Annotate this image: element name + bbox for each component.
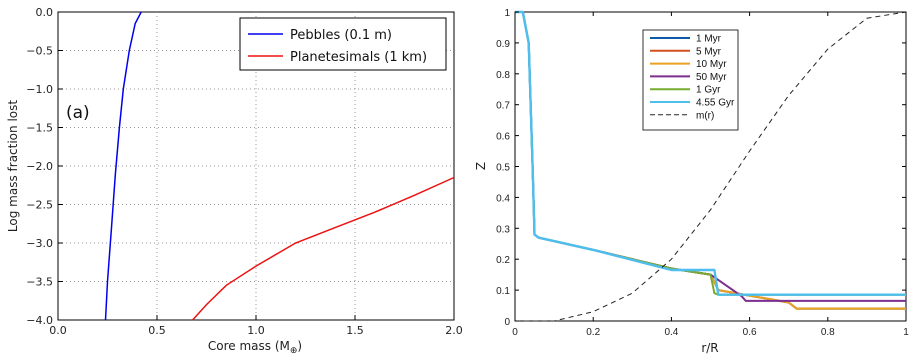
y-axis-label-b: Z <box>474 162 488 170</box>
x-tick-label-a: 0.0 <box>49 324 67 337</box>
legend-label-pebbles: Pebbles (0.1 m) <box>290 28 392 43</box>
y-tick-label-a: −1.5 <box>26 122 53 135</box>
x-tick-label-b: 0 <box>512 327 518 338</box>
y-tick-label-a: −2.5 <box>26 199 53 212</box>
legend-label-b: m(r) <box>696 110 714 121</box>
x-tick-label-b: 1 <box>903 327 909 338</box>
y-tick-label-b: 1 <box>504 8 510 19</box>
y-tick-label-b: 0.5 <box>496 163 510 174</box>
y-tick-label-b: 0.3 <box>496 224 510 235</box>
x-tick-label-b: 0.8 <box>821 327 835 338</box>
y-tick-label-a: −1.0 <box>26 83 53 96</box>
y-tick-label-a: −2.0 <box>26 160 53 173</box>
y-tick-label-a: −0.5 <box>26 45 53 58</box>
y-tick-label-a: −4.0 <box>26 314 53 327</box>
panel-label: (a) <box>66 103 90 123</box>
series-line-planetesimals <box>192 176 455 321</box>
y-tick-label-b: 0.8 <box>496 70 510 81</box>
x-tick-label-a: 0.5 <box>148 324 166 337</box>
series-line-pebbles <box>104 11 142 321</box>
y-tick-label-a: −3.5 <box>26 276 53 289</box>
series-line-m-r <box>515 11 907 322</box>
y-tick-label-b: 0.7 <box>496 101 510 112</box>
legend-label-b: 1 Gyr <box>696 85 721 96</box>
x-axis-label-b: r/R <box>701 341 718 355</box>
legend-label-b: 1 Myr <box>696 34 722 45</box>
legend-box-b <box>642 29 739 131</box>
chart-a: 0.0 0.5 1.0 1.5 2.0 0.0 −0.5 −1.0 −1.5 −2.0 −2.5 −3… <box>6 6 463 356</box>
y-tick-label-b: 0.2 <box>496 255 510 266</box>
legend-label-b: 4.55 Gyr <box>696 98 735 109</box>
legend-label-b: 50 Myr <box>696 72 727 83</box>
y-tick-label-b: 0.6 <box>496 132 510 143</box>
x-axis-label-a: Core mass (M⊕) <box>208 339 302 356</box>
legend-label-b: 5 Myr <box>696 46 722 57</box>
y-tick-label-b: 0.1 <box>496 286 510 297</box>
x-tick-label-a: 1.5 <box>346 324 364 337</box>
legend-label-planetesimals: Planetesimals (1 km) <box>290 50 427 65</box>
legend-a: Pebbles (0.1 m) Planetesimals (1 km) <box>239 17 447 71</box>
chart-b: 0 0.2 0.4 0.6 0.8 1 0 0.1 0.2 0.3 0.4 0.5 0.6 0.7 0.8 0… <box>474 8 909 355</box>
y-axis-label-a: Log mass fraction lost <box>6 100 20 232</box>
y-tick-label-b: 0 <box>504 317 510 328</box>
x-tick-label-a: 2.0 <box>445 324 463 337</box>
x-tick-label-b: 0.4 <box>664 327 678 338</box>
legend-box-a <box>239 17 447 71</box>
series-line-4-55-gyr <box>515 10 906 296</box>
y-tick-label-b: 0.4 <box>496 193 510 204</box>
x-tick-label-b: 0.2 <box>586 327 600 338</box>
y-tick-label-a: −3.0 <box>26 237 53 250</box>
y-tick-label-b: 0.9 <box>496 39 510 50</box>
x-tick-label-b: 0.6 <box>743 327 757 338</box>
y-tick-label-a: 0.0 <box>36 6 54 19</box>
x-tick-label-a: 1.0 <box>247 324 265 337</box>
legend-label-b: 10 Myr <box>696 59 727 70</box>
